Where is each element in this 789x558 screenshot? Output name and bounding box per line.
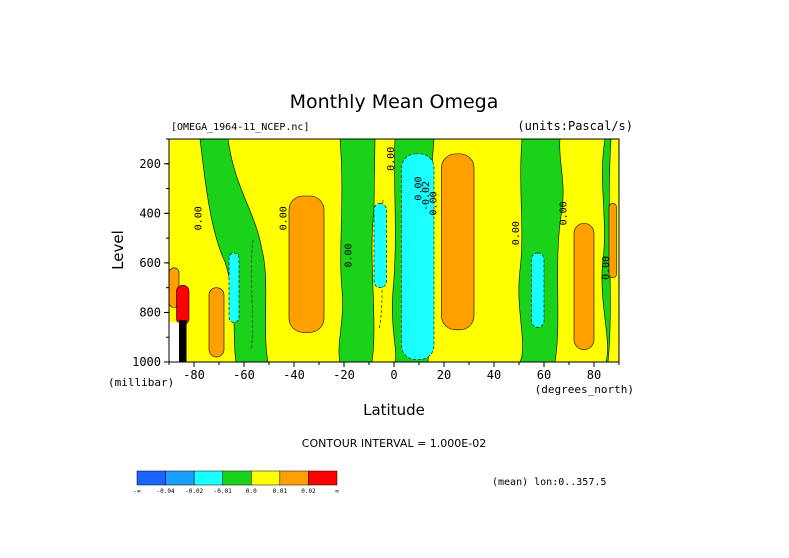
y-unit: (millibar): [108, 376, 174, 389]
y-tick-label: 400: [139, 206, 161, 220]
colorbar-label: -0.02: [185, 488, 203, 495]
colorbar-swatch: [193, 470, 223, 486]
region-polar-max: [176, 284, 190, 326]
region-subsidence-minus70: [208, 287, 225, 358]
y-tick-label: 1000: [132, 355, 161, 369]
region-ascent-58N: [531, 252, 545, 328]
x-axis-label: Latitude: [363, 401, 425, 419]
colorbar-swatch: [222, 470, 252, 486]
x-unit: (degrees_north): [535, 383, 634, 396]
colorbar-label: -∞: [133, 488, 141, 495]
x-tick-label: -20: [333, 368, 355, 382]
y-axis-label: Level: [109, 230, 127, 270]
colorbar-swatch: [136, 470, 166, 486]
zero-contour-label: -0.02: [421, 181, 432, 211]
colorbar-swatch: [308, 470, 338, 486]
contour-interval: CONTOUR INTERVAL = 1.000E-02: [302, 437, 486, 450]
y-tick-label: 800: [139, 305, 161, 319]
zero-contour-label: 0.00: [601, 256, 612, 280]
colorbar-swatch: [279, 470, 309, 486]
x-tick-label: 40: [487, 368, 501, 382]
region-ascent-minus65: [228, 252, 240, 323]
zero-contour-label: 0.00: [344, 243, 355, 267]
y-tick-label: 600: [139, 256, 161, 270]
zero-contour-label: 0.00: [414, 177, 425, 201]
y-tick-label: 200: [139, 157, 161, 171]
zero-contour-label: 0.00: [279, 206, 290, 230]
x-tick-label: 80: [587, 368, 601, 382]
plot-area: [169, 139, 619, 362]
region-ascent-minus5: [373, 203, 387, 288]
region-subsidence-75N: [573, 222, 595, 350]
zero-contour-label: 0.00: [511, 221, 522, 245]
colorbar-label: 0.0: [246, 488, 257, 495]
below-ground-patch: [169, 322, 179, 362]
zero-contour-label: 0.00: [194, 206, 205, 230]
colorbar-swatch: [251, 470, 281, 486]
x-axis: -80 -60 -40 -20 0 20 40 60 80: [168, 362, 620, 382]
units-label: (units:Pascal/s): [517, 119, 633, 133]
polar-dark-patch: [179, 319, 187, 362]
colorbar-label: 0.01: [273, 488, 288, 495]
contour-labels: 0.00 0.000.000.000.00-0.020.000.000.000.0…: [194, 147, 613, 280]
region-subsidence-25N: [441, 153, 475, 331]
file-label: [OMEGA_1964-11_NCEP.nc]: [171, 122, 309, 133]
colorbar-label: 0.02: [301, 488, 316, 495]
footer-label: (mean) lon:0..357.5: [492, 477, 606, 488]
colorbar-label: -0.04: [157, 488, 175, 495]
region-ascent-equator-ring: [401, 153, 435, 360]
colorbar: -∞ -0.04 -0.02 -0.01 0.0 0.01 0.02 ∞: [133, 470, 339, 495]
colorbar-swatch: [165, 470, 195, 486]
region-subsidence-88N: [608, 203, 617, 279]
x-tick-label: 0: [390, 368, 397, 382]
zero-contour-label: 0.00: [386, 147, 397, 171]
x-tick-label: -40: [283, 368, 305, 382]
zero-contour-label: 0.00: [559, 201, 570, 225]
x-tick-label: -80: [183, 368, 205, 382]
region-subsidence-minus35: [288, 195, 325, 333]
zero-contour-label: 0.00: [429, 191, 440, 215]
colorbar-label: -0.01: [214, 488, 232, 495]
x-tick-label: -60: [233, 368, 255, 382]
y-axis: 200 400 600 800 1000: [132, 138, 169, 369]
x-tick-label: 60: [537, 368, 551, 382]
chart-title: Monthly Mean Omega: [290, 91, 499, 113]
colorbar-label: ∞: [335, 488, 339, 495]
x-tick-label: 20: [437, 368, 451, 382]
